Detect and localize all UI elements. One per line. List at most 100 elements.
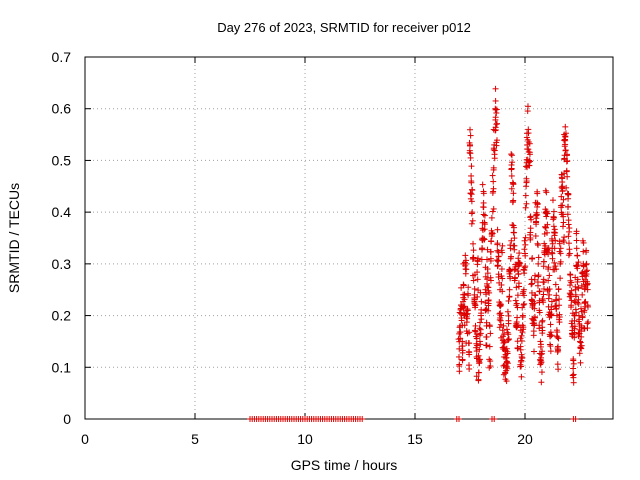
data-point: [529, 255, 536, 262]
data-point: [484, 270, 491, 277]
data-point: [557, 275, 564, 282]
data-point: [498, 266, 505, 273]
data-point: [495, 257, 502, 264]
data-point: [552, 237, 559, 244]
data-point: [498, 281, 505, 288]
data-point: [515, 270, 522, 277]
y-tick-label: 0.7: [52, 49, 72, 65]
data-point: [564, 190, 571, 197]
data-point: [511, 235, 518, 242]
data-point: [462, 252, 469, 259]
data-point: [514, 268, 521, 275]
data-point: [533, 215, 540, 222]
data-point: [512, 297, 519, 304]
data-point: [497, 300, 504, 307]
data-point: [480, 199, 487, 206]
data-point: [522, 263, 529, 270]
data-point: [508, 152, 515, 159]
data-point: [545, 295, 552, 302]
data-point: [553, 327, 560, 334]
data-point: [487, 257, 494, 264]
data-point: [481, 236, 488, 243]
data-point: [531, 300, 538, 307]
data-point: [477, 289, 484, 296]
data-point: [519, 304, 526, 311]
grid-lines: [85, 57, 613, 419]
data-point: [467, 126, 474, 133]
data-point: [456, 309, 463, 316]
data-point: [526, 149, 533, 156]
data-point: [562, 130, 569, 137]
data-point: [470, 240, 477, 247]
data-point: [508, 172, 515, 179]
data-point: [469, 187, 476, 194]
data-point: [532, 292, 539, 299]
data-point: [574, 299, 581, 306]
data-point: [535, 260, 542, 267]
data-point: [576, 350, 583, 357]
data-point: [522, 241, 529, 248]
data-point: [574, 278, 581, 285]
data-point: [461, 322, 468, 329]
data-point: [539, 295, 546, 302]
data-point: [479, 181, 486, 188]
data-point: [543, 189, 550, 196]
data-point: [508, 185, 515, 192]
data-point: [553, 305, 560, 312]
data-point: [457, 335, 464, 342]
data-point: [468, 163, 475, 170]
data-point: [459, 343, 466, 350]
data-point: [538, 379, 545, 386]
data-point: [467, 190, 474, 197]
data-point: [573, 237, 580, 244]
data-point: [537, 357, 544, 364]
data-point: [572, 306, 579, 313]
x-axis-label: GPS time / hours: [291, 457, 398, 473]
y-tick-label: 0.2: [52, 308, 72, 324]
zero-data-point: [491, 416, 498, 422]
data-point: [577, 359, 584, 366]
data-point: [505, 320, 512, 327]
data-point: [472, 328, 479, 335]
data-point: [550, 216, 557, 223]
data-point: [459, 357, 466, 364]
data-point: [505, 331, 512, 338]
data-point: [564, 173, 571, 180]
data-point: [489, 230, 496, 237]
data-point: [510, 190, 517, 197]
x-tick-label: 15: [407, 431, 423, 447]
data-point: [504, 360, 511, 367]
y-tick-label: 0.5: [52, 152, 72, 168]
data-point: [544, 229, 550, 236]
data-point: [523, 200, 530, 207]
data-point: [559, 202, 566, 209]
data-point: [470, 247, 477, 254]
data-point: [515, 280, 522, 287]
data-point: [456, 361, 463, 368]
data-point: [546, 291, 553, 298]
data-point: [520, 326, 527, 333]
data-point: [556, 311, 563, 318]
data-point: [573, 245, 580, 252]
data-point: [578, 342, 585, 349]
x-tick-label: 5: [191, 431, 199, 447]
data-point: [483, 334, 490, 341]
data-point: [505, 336, 512, 343]
data-point: [558, 184, 565, 191]
data-point: [456, 345, 463, 352]
data-point: [521, 237, 528, 244]
data-point: [534, 282, 541, 289]
data-point: [570, 356, 577, 363]
data-point: [540, 291, 547, 298]
data-point: [498, 312, 505, 319]
data-point: [487, 277, 494, 284]
data-point: [513, 284, 520, 291]
data-point: [510, 222, 517, 229]
data-point: [527, 158, 534, 165]
data-point: [551, 232, 558, 239]
data-point: [559, 188, 566, 195]
data-point: [517, 346, 524, 353]
data-point: [511, 275, 518, 282]
data-point: [475, 352, 482, 359]
